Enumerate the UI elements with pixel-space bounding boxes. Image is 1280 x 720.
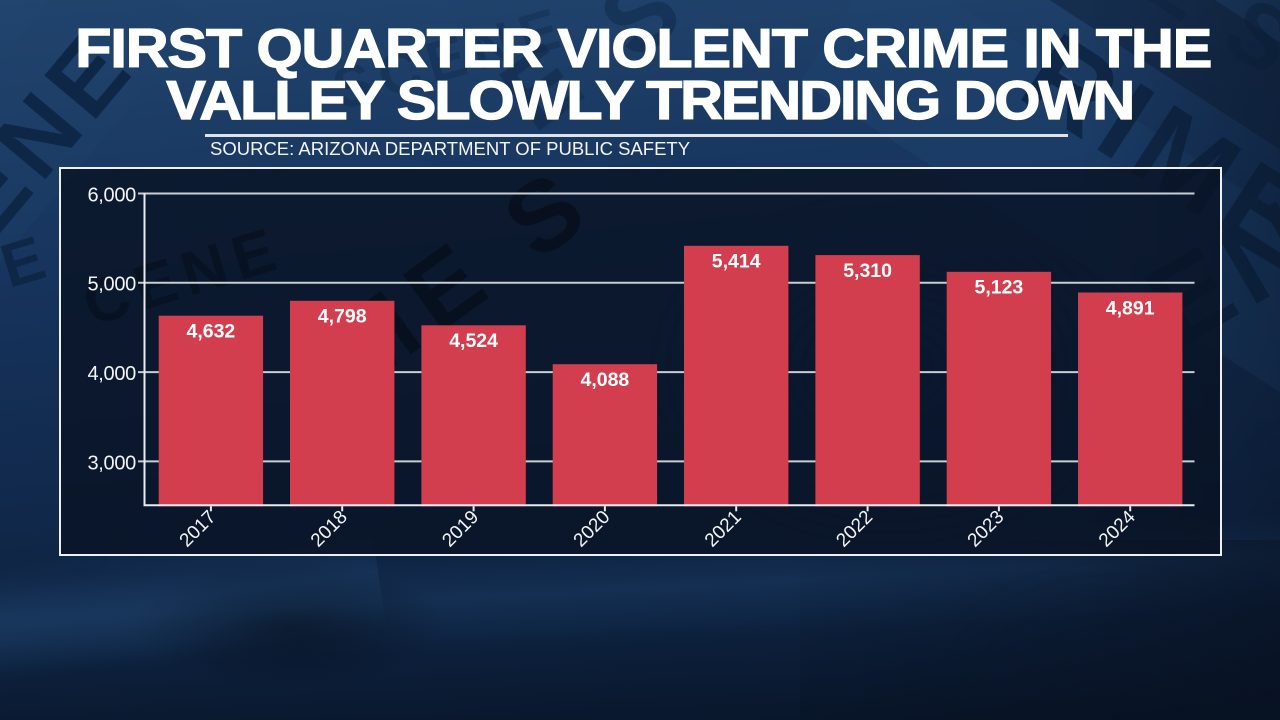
svg-text:2022: 2022	[832, 507, 877, 552]
svg-text:2019: 2019	[438, 507, 483, 552]
svg-text:5,310: 5,310	[843, 260, 892, 282]
svg-text:6,000: 6,000	[87, 184, 136, 206]
svg-text:2021: 2021	[701, 507, 746, 552]
svg-text:4,088: 4,088	[580, 369, 629, 391]
svg-text:4,891: 4,891	[1106, 297, 1155, 319]
svg-text:4,798: 4,798	[318, 306, 367, 328]
svg-text:4,524: 4,524	[449, 330, 498, 352]
svg-text:2023: 2023	[964, 507, 1009, 552]
svg-text:5,123: 5,123	[974, 277, 1023, 299]
svg-text:4,632: 4,632	[186, 321, 235, 343]
svg-text:2018: 2018	[307, 507, 352, 552]
svg-text:2024: 2024	[1095, 506, 1140, 551]
svg-text:2017: 2017	[176, 507, 221, 552]
svg-text:5,414: 5,414	[712, 251, 761, 273]
svg-text:4,000: 4,000	[87, 363, 136, 385]
svg-text:3,000: 3,000	[87, 452, 136, 474]
svg-text:5,000: 5,000	[87, 274, 136, 296]
svg-text:2020: 2020	[570, 507, 615, 552]
